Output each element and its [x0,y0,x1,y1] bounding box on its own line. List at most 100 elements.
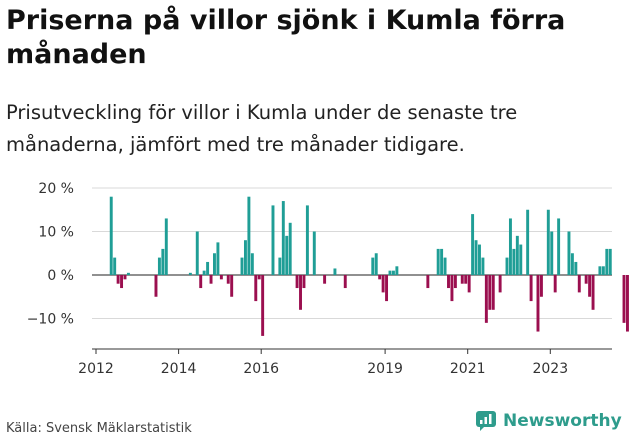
bar [516,236,519,275]
x-tick-label: 2012 [78,361,114,377]
bar [437,249,440,275]
bar [230,275,233,297]
bar [461,275,464,284]
bar [426,275,429,288]
bar [261,275,264,336]
newsworthy-icon [475,410,497,432]
bar [227,275,230,284]
bar [241,258,244,275]
bar [609,249,612,275]
bar [585,275,588,284]
bar [550,232,553,276]
bar [440,249,443,275]
bar [306,205,309,275]
bar [464,275,467,284]
bar [289,223,292,275]
bar [454,275,457,288]
bar [571,253,574,275]
bar [471,214,474,275]
bar [592,275,595,310]
bar [375,253,378,275]
y-tick-label: 10 % [38,225,74,241]
bar [509,218,512,275]
gridlines [92,188,612,319]
x-tick-label: 2019 [367,361,403,377]
bar [395,266,398,275]
y-axis: 20 % 10 % 0 % −10 % [27,181,74,328]
bar [537,275,540,332]
bar [392,271,395,275]
bar [196,232,199,276]
y-tick-label: 0 % [47,268,74,284]
bar [547,210,550,275]
bar [120,275,123,288]
bar [481,258,484,275]
bar [258,275,261,279]
bar [296,275,299,288]
bar [210,275,213,284]
bar [506,258,509,275]
bar [444,258,447,275]
bar [605,249,608,275]
bar [554,275,557,292]
bar [499,275,502,292]
x-tick-label: 2021 [450,361,486,377]
bar [526,210,529,275]
bar [519,245,522,275]
source-note: Källa: Svensk Mäklarstatistik [6,421,192,436]
bar [124,275,127,279]
x-tick-label: 2023 [532,361,568,377]
bar [588,275,591,297]
bar [578,275,581,292]
bar [251,253,254,275]
bar [574,262,577,275]
bar [492,275,495,310]
brand-name: Newsworthy [503,411,622,431]
bar [567,232,570,276]
bar [450,275,453,301]
bar [244,240,247,275]
bar [475,240,478,275]
bar [378,275,381,279]
bar [165,218,168,275]
bar [199,275,202,288]
bar [530,275,533,301]
chart-subtitle: Prisutveckling för villor i Kumla under … [6,97,626,161]
bar [203,271,206,275]
y-tick-label: 20 % [38,181,74,197]
bar [302,275,305,288]
x-tick-label: 2014 [161,361,197,377]
bar [216,242,219,275]
bar [155,275,158,297]
bar [540,275,543,297]
bar [220,275,223,279]
bar [313,232,316,276]
bar [344,275,347,288]
y-tick-label: −10 % [27,312,74,328]
bar [512,249,515,275]
bar [333,268,336,275]
bar [282,201,285,275]
bar-chart: 2012 2014 2016 2019 2021 2023 20 % 10 % 0 % −10 … [0,170,631,390]
bar [189,273,192,275]
bar [623,275,626,323]
bar [488,275,491,310]
bars [110,197,631,336]
newsworthy-logo: Newsworthy [475,410,622,432]
bar [206,262,209,275]
bar [247,197,250,275]
bar [485,275,488,323]
x-tick-label: 2016 [243,361,279,377]
bar [127,273,130,275]
x-axis: 2012 2014 2016 2019 2021 2023 [78,349,612,377]
bar [299,275,302,310]
bar [272,205,275,275]
bar [161,249,164,275]
bar [468,275,471,292]
bar [254,275,257,301]
bar [389,271,392,275]
bar [113,258,116,275]
bar [278,258,281,275]
bar [213,253,216,275]
bar [285,236,288,275]
